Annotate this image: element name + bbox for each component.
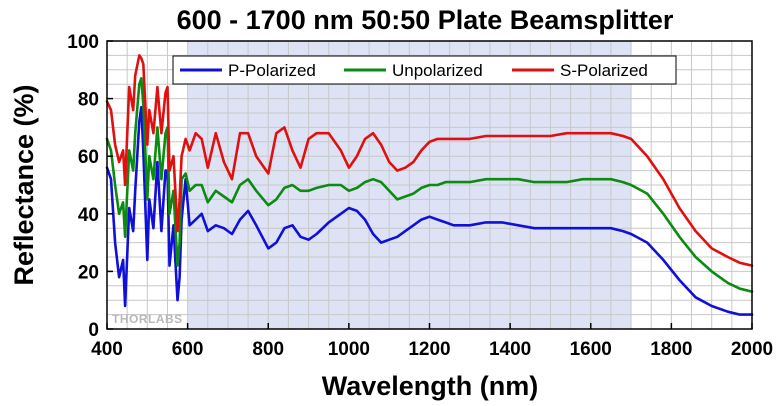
thorlabs-logo: THORLABS xyxy=(112,312,183,326)
legend-box xyxy=(172,55,677,85)
y-tick-label: 80 xyxy=(78,90,99,111)
x-tick-label: 400 xyxy=(91,339,123,360)
series-line xyxy=(105,105,754,316)
y-tick-label: 100 xyxy=(67,32,99,53)
y-tick-label: 40 xyxy=(78,205,99,226)
series-line xyxy=(105,54,754,267)
x-tick-label: 1000 xyxy=(328,339,370,360)
y-tick-label: 60 xyxy=(78,147,99,168)
y-tick-label: 0 xyxy=(88,320,99,341)
legend-label: S-Polarized xyxy=(560,61,648,80)
x-tick-label: 600 xyxy=(172,339,204,360)
x-tick-label: 1800 xyxy=(650,339,692,360)
x-axis-label: Wavelength (nm) xyxy=(322,371,539,401)
grid xyxy=(106,40,753,330)
legend-label: Unpolarized xyxy=(392,61,483,80)
x-tick-label: 2000 xyxy=(731,339,773,360)
series-layer xyxy=(105,54,754,316)
legend: P-Polarized Unpolarized S-Polarized xyxy=(172,55,677,85)
legend-label: P-Polarized xyxy=(228,61,316,80)
x-tick-label: 1600 xyxy=(570,339,612,360)
series-line xyxy=(105,77,754,293)
x-tick-label: 800 xyxy=(252,339,284,360)
y-tick-label: 20 xyxy=(78,262,99,283)
x-tick-label: 1200 xyxy=(408,339,450,360)
x-tick-label: 1400 xyxy=(489,339,531,360)
chart-title: 600 - 1700 nm 50:50 Plate Beamsplitter xyxy=(177,5,674,35)
y-axis-label: Reflectance (%) xyxy=(9,84,39,285)
tick-labels: 400 600 800 1000 1200 1400 1600 1800 2000 0 20 40 60… xyxy=(67,32,773,360)
